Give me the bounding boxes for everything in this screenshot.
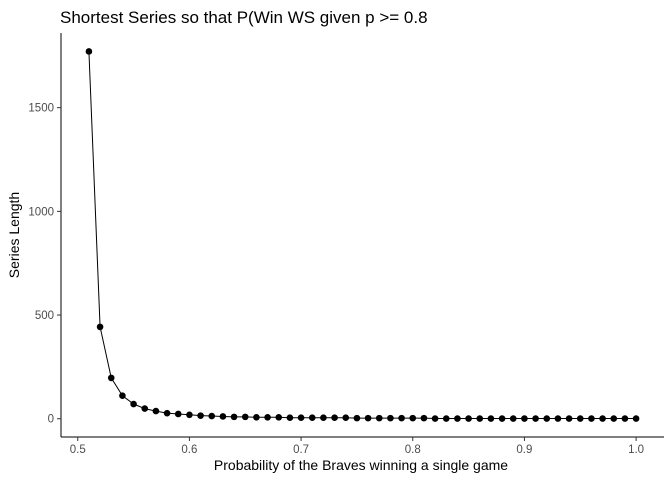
data-point bbox=[521, 415, 528, 422]
data-point bbox=[398, 414, 405, 422]
x-tick-label: 0.6 bbox=[181, 444, 197, 456]
data-point bbox=[264, 413, 271, 421]
x-tick-label: 0.9 bbox=[516, 444, 532, 456]
data-point bbox=[375, 414, 383, 422]
data-point bbox=[454, 415, 461, 422]
x-tick-label: 0.8 bbox=[405, 444, 421, 456]
data-point bbox=[197, 412, 204, 419]
y-axis-label: Series Length bbox=[6, 192, 22, 278]
data-point bbox=[442, 415, 450, 422]
data-point bbox=[420, 414, 428, 422]
data-point bbox=[543, 415, 551, 422]
data-point bbox=[186, 411, 193, 419]
series-line bbox=[88, 51, 637, 420]
data-point bbox=[297, 414, 305, 422]
x-tick-label: 0.5 bbox=[70, 444, 86, 456]
data-point bbox=[253, 413, 260, 421]
data-point bbox=[331, 414, 338, 422]
data-point bbox=[107, 374, 115, 382]
y-tick-label: 0 bbox=[48, 414, 54, 426]
data-point bbox=[342, 414, 350, 422]
data-point bbox=[554, 415, 562, 422]
y-tick-label: 500 bbox=[35, 310, 54, 322]
x-axis: 0.5 0.6 0.7 0.8 0.9 1.0 bbox=[61, 436, 664, 456]
y-tick-label: 1000 bbox=[28, 206, 54, 218]
x-axis-label: Probability of the Braves winning a sing… bbox=[214, 457, 508, 473]
data-point bbox=[487, 415, 495, 422]
data-point bbox=[152, 407, 160, 415]
data-point bbox=[465, 415, 472, 422]
data-point bbox=[219, 413, 227, 420]
data-point bbox=[320, 414, 327, 422]
data-point bbox=[275, 413, 283, 421]
data-point bbox=[599, 415, 606, 422]
data-point bbox=[565, 415, 573, 422]
x-tick-label: 1.0 bbox=[628, 444, 644, 456]
data-point bbox=[498, 415, 506, 422]
data-point bbox=[387, 414, 394, 422]
data-point bbox=[96, 323, 104, 331]
data-point bbox=[576, 415, 584, 422]
data-point bbox=[241, 413, 249, 421]
data-point bbox=[85, 48, 93, 55]
data-point bbox=[208, 412, 216, 420]
data-point bbox=[163, 409, 171, 417]
data-point bbox=[119, 392, 126, 400]
data-point bbox=[621, 415, 629, 422]
data-point bbox=[632, 415, 640, 422]
data-point bbox=[509, 415, 517, 422]
x-tick-label: 0.7 bbox=[293, 444, 309, 456]
data-point bbox=[610, 415, 618, 422]
y-axis: 0 500 1000 1500 bbox=[28, 33, 62, 437]
data-point bbox=[364, 414, 372, 422]
data-point bbox=[174, 410, 182, 418]
data-point bbox=[588, 415, 595, 422]
data-point bbox=[532, 415, 539, 422]
data-point bbox=[286, 414, 294, 422]
data-point bbox=[141, 405, 149, 412]
y-tick-label: 1500 bbox=[28, 103, 54, 115]
series-group bbox=[85, 48, 640, 422]
data-point bbox=[431, 415, 439, 422]
data-point bbox=[409, 414, 417, 422]
data-point bbox=[230, 413, 238, 421]
data-point bbox=[476, 415, 484, 422]
chart-title: Shortest Series so that P(Win WS given p… bbox=[60, 8, 428, 27]
data-point bbox=[308, 414, 316, 422]
data-point bbox=[353, 414, 361, 422]
data-point bbox=[130, 400, 137, 408]
